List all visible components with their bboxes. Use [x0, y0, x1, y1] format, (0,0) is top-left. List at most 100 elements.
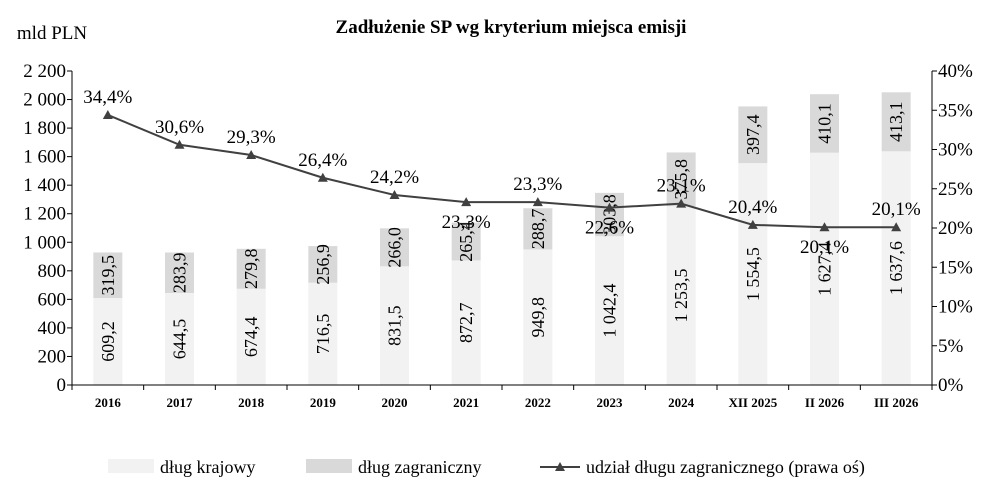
bar-domestic [165, 293, 194, 385]
share-label: 30,6% [155, 117, 204, 138]
share-marker [747, 219, 758, 229]
share-line [107, 114, 897, 229]
bar-label-foreign: 283,9 [170, 253, 190, 294]
bar-domestic [451, 260, 481, 385]
bar-domestic [236, 288, 266, 385]
bar-domestic [595, 236, 624, 385]
y-tick-left-label: 400 [38, 318, 67, 339]
bar-label-domestic: 1 627,4 [815, 242, 835, 296]
y-tick-left-label: 1 200 [23, 204, 66, 225]
plot-area: 0 200 400 600 800 1 000 1 200 1 400 1 600 1 800 2 … [23, 61, 973, 410]
bar-label-domestic: 872,7 [456, 302, 476, 343]
x-tick-label: 2021 [453, 395, 479, 410]
bar-domestic [93, 298, 123, 385]
bar-label-foreign: 319,5 [98, 255, 118, 296]
bar-domestic [523, 249, 553, 385]
share-label: 29,3% [227, 127, 276, 148]
y-tick-right-label: 25% [938, 179, 973, 200]
x-tick-label: 2023 [597, 395, 624, 410]
share-marker [819, 222, 830, 232]
y-axis-unit-label: mld PLN [17, 23, 87, 44]
x-tick-label: 2017 [167, 395, 194, 410]
y-tick-left-label: 1 600 [23, 147, 66, 168]
bar-domestic [666, 206, 696, 385]
x-tick-label: 2018 [238, 395, 265, 410]
share-label: 23,1% [657, 176, 706, 197]
share-marker [102, 109, 113, 119]
x-tick-label: 2022 [525, 395, 551, 410]
y-tick-right-label: 40% [938, 61, 973, 82]
y-tick-right-label: 10% [938, 297, 973, 318]
bar-foreign [595, 192, 624, 237]
x-tick-label: 2016 [95, 395, 122, 410]
bar-label-domestic: 674,4 [241, 317, 261, 358]
y-tick-right-label: 5% [938, 336, 964, 357]
share-label: 34,4% [83, 87, 132, 108]
bar-domestic [738, 163, 768, 385]
y-tick-right-label: 20% [938, 218, 973, 239]
bar-label-domestic: 716,5 [313, 314, 333, 355]
share-marker [891, 222, 902, 232]
bar-label-foreign: 266,0 [385, 227, 405, 268]
share-marker [174, 139, 185, 149]
share-marker [246, 149, 257, 159]
share-label: 20,4% [728, 197, 777, 218]
share-marker [604, 202, 615, 212]
x-tick-label: 2024 [668, 395, 695, 410]
bar-foreign [738, 106, 768, 164]
bar-foreign [165, 252, 194, 294]
legend-label-foreign: dług zagraniczny [358, 457, 481, 477]
y-tick-left-label: 1 000 [23, 232, 66, 253]
x-tick-label: II 2026 [805, 395, 845, 410]
bar-foreign [881, 92, 911, 152]
bar-label-foreign: 265,4 [456, 221, 476, 262]
share-marker [461, 197, 472, 207]
legend-swatch-foreign [306, 459, 352, 473]
y-tick-left-label: 1 800 [23, 118, 66, 139]
share-label: 26,4% [298, 150, 347, 171]
y-tick-left-label: 1 400 [23, 175, 66, 196]
bar-domestic [308, 282, 338, 385]
bar-label-domestic: 831,5 [385, 305, 405, 346]
x-tick-label: III 2026 [874, 395, 919, 410]
y-tick-left-label: 200 [38, 346, 67, 367]
share-label: 20,1% [872, 199, 921, 220]
bar-label-domestic: 1 042,4 [600, 284, 620, 338]
bar-foreign [380, 228, 409, 267]
bar-label-domestic: 644,5 [170, 319, 190, 360]
chart-title: Zadłużenie SP wg kryterium miejsca emisj… [336, 17, 687, 38]
bar-foreign [810, 94, 839, 153]
bar-label-foreign: 413,1 [886, 102, 906, 142]
bar-label-foreign: 397,4 [743, 115, 763, 156]
bar-foreign [523, 208, 553, 250]
bar-label-foreign: 288,7 [528, 209, 548, 250]
share-marker [532, 197, 543, 207]
bar-foreign [451, 222, 481, 261]
legend: dług krajowy dług zagraniczny udział dłu… [108, 457, 865, 478]
bar-foreign [236, 248, 266, 289]
legend-label-domestic: dług krajowy [160, 457, 255, 477]
bar-domestic [810, 152, 839, 385]
legend-swatch-domestic [108, 459, 154, 473]
y-tick-right-label: 15% [938, 257, 973, 278]
bar-label-foreign: 279,8 [241, 249, 261, 290]
bar-label-domestic: 1 253,5 [671, 269, 691, 323]
bar-label-domestic: 1 554,5 [743, 247, 763, 301]
bar-label-domestic: 609,2 [98, 321, 118, 362]
x-tick-label: 2020 [382, 395, 408, 410]
x-tick-label: XII 2025 [728, 395, 777, 410]
y-tick-left-label: 2 000 [23, 90, 66, 111]
y-tick-right-label: 35% [938, 100, 973, 121]
legend-label-share: udział długu zagranicznego (prawa oś) [586, 457, 865, 478]
share-label: 20,1% [800, 237, 849, 258]
bar-foreign [666, 152, 696, 207]
legend-swatch-share-marker [555, 462, 565, 471]
share-label: 22,6% [585, 218, 634, 239]
y-tick-left-label: 0 [57, 375, 67, 396]
y-tick-left-label: 600 [38, 289, 67, 310]
bar-label-foreign: 375,8 [671, 159, 691, 200]
share-label: 23,3% [442, 212, 491, 233]
bar-foreign [93, 252, 123, 299]
bar-label-domestic: 1 637,6 [886, 241, 906, 295]
